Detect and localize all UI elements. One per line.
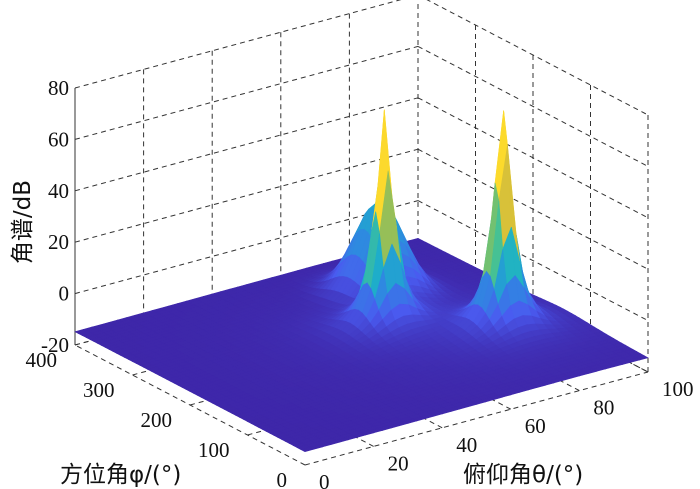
grid-line — [74, 45, 419, 140]
x-tick-label: 0 — [277, 468, 288, 489]
z-tick-label: 40 — [48, 179, 69, 203]
y-axis-label: 俯仰角θ/(°) — [463, 462, 584, 488]
y-tick-label: 40 — [456, 433, 477, 457]
x-axis-label: 方位角φ/(°) — [60, 462, 182, 488]
y-tick-label: 60 — [525, 414, 546, 438]
y-tick-label: 80 — [593, 396, 614, 420]
x-tick-label: 200 — [141, 408, 173, 432]
surface — [74, 109, 649, 453]
z-tick-label: 60 — [48, 127, 69, 151]
z-tick-label: 80 — [48, 76, 69, 100]
y-tick-label: 20 — [388, 451, 409, 475]
y-tick-label: 100 — [662, 377, 694, 401]
grid-line — [417, 200, 649, 322]
z-tick-label: -20 — [41, 333, 69, 357]
grid-line — [417, 45, 649, 167]
grid-line — [74, 97, 419, 192]
x-tick-label: 400 — [26, 348, 58, 372]
surface-patch — [300, 447, 315, 453]
z-tick-label: 20 — [48, 230, 69, 254]
y-tick-label: 0 — [319, 470, 330, 489]
z-axis-label: 角谱/dB — [10, 179, 37, 265]
x-tick-label: 300 — [83, 378, 115, 402]
z-tick-label: 0 — [59, 282, 70, 306]
tick-labels: -20 0 20 40 60 80 0 100 200 300 400 0 20 40 60 80 100 — [26, 76, 694, 489]
x-tick-label: 100 — [198, 438, 230, 462]
grid-line — [74, 0, 402, 89]
